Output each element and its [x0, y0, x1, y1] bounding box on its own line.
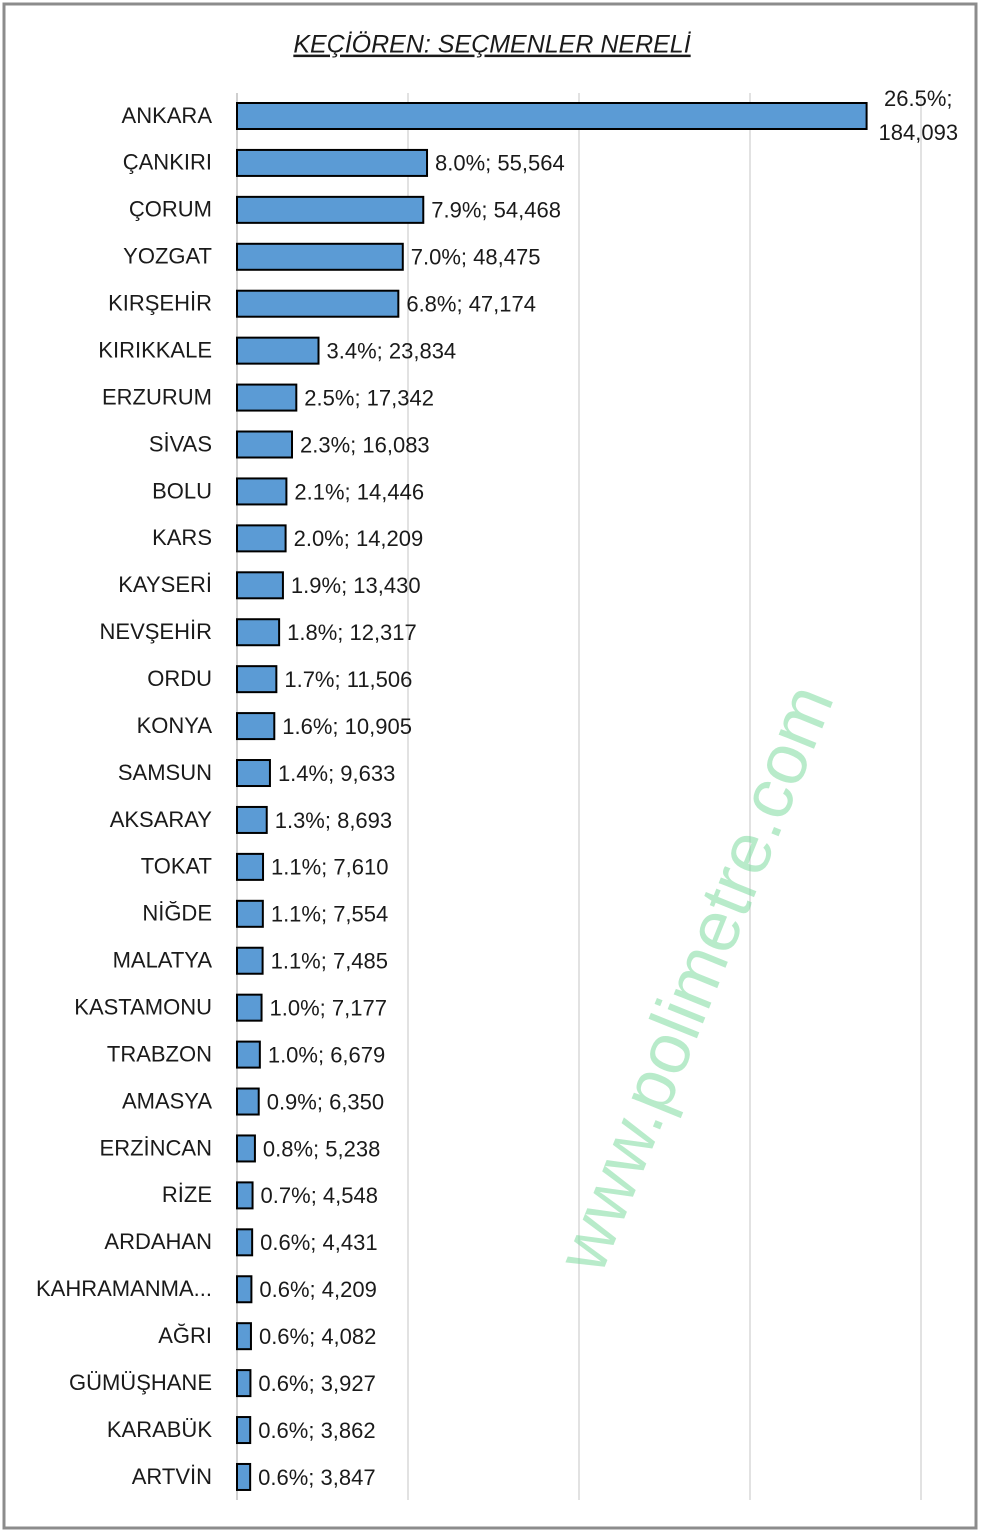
bar — [236, 1322, 252, 1351]
bar — [236, 1087, 260, 1116]
bar — [236, 993, 263, 1022]
value-label: 0.6%; 3,847 — [258, 1465, 375, 1490]
bar — [236, 289, 400, 318]
bar — [236, 665, 278, 694]
y-tick-label: ANKARA — [122, 103, 213, 128]
value-label: 1.0%; 6,679 — [268, 1042, 385, 1067]
value-label: 1.0%; 7,177 — [270, 995, 387, 1020]
y-tick-label: ERZURUM — [102, 384, 212, 409]
bar — [236, 102, 868, 130]
value-label: 1.6%; 10,905 — [282, 714, 412, 739]
y-tick-label: AĞRI — [158, 1323, 212, 1348]
y-tick-label: ÇANKIRI — [123, 150, 212, 175]
y-tick-label: KARABÜK — [107, 1417, 212, 1442]
bar — [236, 805, 268, 834]
y-tick-label: ARTVİN — [132, 1464, 212, 1489]
value-label: 1.1%; 7,610 — [271, 855, 388, 880]
y-tick-label: NEVŞEHİR — [100, 619, 212, 644]
y-tick-label: KAYSERİ — [118, 572, 212, 597]
y-tick-label: SİVAS — [149, 431, 212, 456]
value-label: 2.3%; 16,083 — [300, 432, 430, 457]
bar — [236, 148, 429, 177]
y-tick-label: TRABZON — [107, 1041, 212, 1066]
y-tick-label: BOLU — [152, 478, 212, 503]
value-label: 1.3%; 8,693 — [275, 808, 392, 833]
y-tick-label: YOZGAT — [123, 244, 212, 269]
value-label: 0.6%; 4,209 — [259, 1277, 376, 1302]
bar — [236, 242, 404, 271]
bar — [236, 1462, 252, 1491]
value-label: 1.9%; 13,430 — [291, 573, 421, 598]
y-tick-label: KARS — [152, 525, 212, 550]
y-tick-label: KASTAMONU — [74, 994, 212, 1019]
value-label: 2.1%; 14,446 — [294, 479, 424, 504]
bar — [236, 618, 281, 647]
y-tick-label: KONYA — [137, 713, 213, 738]
bar — [236, 1134, 256, 1163]
value-label: 1.7%; 11,506 — [284, 667, 412, 692]
value-label: 1.8%; 12,317 — [287, 620, 417, 645]
y-tick-label: GÜMÜŞHANE — [69, 1370, 212, 1395]
value-label: 1.1%; 7,485 — [271, 949, 388, 974]
bar — [236, 336, 320, 365]
y-tick-label: ERZİNCAN — [100, 1135, 212, 1160]
bar — [236, 1275, 253, 1304]
value-label: 0.6%; 3,927 — [258, 1371, 375, 1396]
y-tick-label: ÇORUM — [129, 197, 212, 222]
value-label: 6.8%; 47,174 — [406, 292, 536, 317]
bar — [236, 759, 271, 788]
value-label: 0.6%; 4,431 — [260, 1230, 377, 1255]
value-label: 7.9%; 54,468 — [431, 198, 561, 223]
y-tick-label: KAHRAMANMA... — [36, 1276, 212, 1301]
bar — [236, 1369, 252, 1398]
bar — [236, 712, 276, 741]
value-label: 2.0%; 14,209 — [294, 526, 424, 551]
y-tick-label: RİZE — [162, 1182, 212, 1207]
bar — [236, 477, 288, 506]
value-label: 26.5%; 184,093 — [879, 86, 959, 145]
bar — [236, 852, 265, 881]
bar — [236, 1040, 261, 1069]
value-label: 2.5%; 17,342 — [304, 385, 434, 410]
bar — [236, 1181, 254, 1210]
y-tick-label: NİĞDE — [142, 901, 212, 926]
value-label: 0.6%; 3,862 — [258, 1418, 375, 1443]
y-tick-label: KIRŞEHİR — [108, 291, 212, 316]
value-label: 0.9%; 6,350 — [267, 1089, 384, 1114]
bar — [236, 1228, 254, 1257]
value-label: 0.6%; 4,082 — [259, 1324, 376, 1349]
value-label: 8.0%; 55,564 — [435, 151, 565, 176]
y-tick-label: AMASYA — [122, 1088, 212, 1113]
value-label: 0.8%; 5,238 — [263, 1136, 380, 1161]
bar — [236, 524, 287, 553]
bar — [236, 430, 294, 459]
value-label: 3.4%; 23,834 — [327, 338, 457, 363]
y-tick-label: ARDAHAN — [104, 1229, 212, 1254]
y-tick-label: KIRIKKALE — [98, 337, 212, 362]
bar — [236, 383, 298, 412]
value-label: 0.7%; 4,548 — [261, 1183, 378, 1208]
bar — [236, 1416, 252, 1445]
value-label: 1.4%; 9,633 — [278, 761, 395, 786]
value-label: 1.1%; 7,554 — [271, 902, 388, 927]
value-label: 7.0%; 48,475 — [411, 245, 541, 270]
bar — [236, 946, 264, 975]
y-tick-label: SAMSUN — [118, 760, 212, 785]
chart-title: KEÇİÖREN: SEÇMENLER NERELİ — [293, 31, 691, 59]
y-tick-label: MALATYA — [113, 948, 213, 973]
y-tick-label: TOKAT — [141, 854, 212, 879]
bar — [236, 195, 425, 224]
bar — [236, 899, 264, 928]
bar — [236, 571, 284, 600]
y-tick-label: ORDU — [147, 666, 212, 691]
y-tick-label: AKSARAY — [110, 807, 213, 832]
